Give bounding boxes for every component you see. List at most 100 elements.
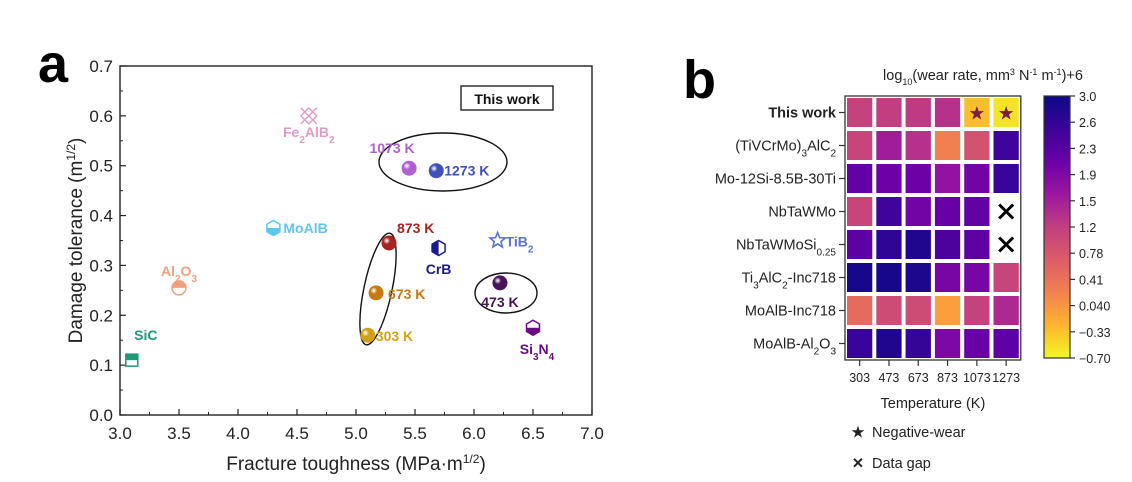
row-label: (TiVCrMo)3AlC2 (735, 139, 836, 160)
panel-label-a: a (38, 34, 69, 94)
colorbar (1043, 95, 1071, 359)
point-label: Al2O3 (161, 263, 197, 285)
heatmap-cell (905, 98, 931, 127)
colorbar-tick-label: 1.5 (1079, 195, 1096, 209)
row-label: Ti3AlC2-Inc718 (742, 271, 836, 292)
point-label: 673 K (388, 286, 425, 302)
row-label: MoAlB-Al2O3 (753, 337, 836, 358)
x-tick-label: 6.5 (521, 424, 545, 443)
x-axis-label: Fracture toughness (MPa·m1/2) (226, 452, 486, 475)
point-label: SiC (134, 327, 157, 343)
y-tick-label: 0.1 (89, 356, 113, 375)
heatmap-cell (847, 329, 873, 358)
this-work-legend-box (460, 85, 554, 111)
x-tick-label: 5.0 (344, 424, 368, 443)
heatmap-cell (847, 263, 873, 292)
y-tick-label: 0.5 (89, 157, 113, 176)
circle-marker-fill (172, 280, 186, 288)
data-point-1073-k: 1073 K (370, 140, 417, 176)
y-axis-label: Damage tolerance (m1/2) (64, 138, 87, 344)
column-label: 873 (937, 371, 958, 385)
heatmap-cell (934, 164, 961, 193)
heatmap-cell (964, 263, 990, 292)
column-label: 473 (879, 371, 900, 385)
data-point-al2o3: Al2O3 (161, 263, 197, 296)
group-ellipse-473k (474, 272, 538, 314)
row-label: NbTaWMo (768, 205, 836, 221)
sphere-marker (492, 275, 508, 291)
heatmap-cell (993, 263, 1019, 292)
row-label: NbTaWMoSi0.25 (736, 238, 836, 259)
heatmap-cell (847, 296, 873, 325)
heatmap-cell (905, 164, 931, 193)
heatmap-x-axis-label: Temperature (K) (881, 396, 986, 412)
heatmap-cell (847, 131, 873, 160)
heatmap-cell (847, 98, 873, 127)
this-work-legend-text: This work (474, 91, 540, 107)
heatmap-cell (847, 230, 873, 259)
colorbar-tick-label: 0.78 (1079, 247, 1103, 261)
colorbar-tick-label: 3.0 (1079, 90, 1096, 104)
data-point-tib2: TiB2 (487, 230, 534, 256)
data-point-moalb: MoAlB (266, 219, 328, 237)
y-tick-label: 0.0 (89, 406, 113, 425)
colorbar-title: log10(wear rate, mm3 N-1 m-1)+6 (883, 67, 1083, 87)
negative-wear-star-icon (999, 106, 1014, 120)
legend-label: Negative-wear (872, 425, 966, 441)
heatmap-cell (964, 164, 990, 193)
heatmap-cell (876, 131, 902, 160)
column-label: 1273 (992, 371, 1020, 385)
colorbar-tick-label: −0.70 (1079, 352, 1111, 366)
data-point-873-k: 873 K (381, 220, 434, 251)
point-label: Fe2AlB2 (283, 124, 335, 146)
heatmap-cell (934, 197, 961, 226)
data-point-crb: CrB (426, 239, 451, 277)
heatmap-cell (905, 296, 931, 325)
data-point-303-k: 303 K (360, 327, 413, 344)
data-gap-x-icon (998, 236, 1015, 253)
point-label: 1273 K (444, 163, 489, 179)
heatmap-cell (905, 197, 931, 226)
panel-label-b: b (683, 50, 716, 110)
colorbar-tick-label: 0.41 (1079, 273, 1103, 287)
heatmap-cell (905, 131, 931, 160)
colorbar-tick-label: −0.33 (1079, 326, 1111, 340)
heatmap-cell (993, 164, 1019, 193)
x-tick-label: 4.0 (226, 424, 250, 443)
colorbar-tick-label: 0.040 (1079, 300, 1110, 314)
hexagon-marker-fill (266, 228, 280, 236)
x-tick-label: 3.0 (108, 424, 132, 443)
point-label: Si3N4 (520, 341, 555, 363)
group-ellipse-mid-temp (359, 232, 397, 346)
column-label: 303 (849, 371, 870, 385)
sphere-marker (368, 285, 384, 301)
data-gap-x-icon (998, 203, 1015, 220)
heatmap-cell (964, 329, 990, 358)
group-ellipse-high-temp (378, 132, 508, 192)
heatmap-cell (876, 164, 902, 193)
heatmap-cell (993, 296, 1019, 325)
heatmap-cell (905, 263, 931, 292)
heatmap-cell (876, 197, 902, 226)
y-tick-label: 0.3 (89, 256, 113, 275)
heatmap-cell (876, 263, 902, 292)
x-tick-label: 3.5 (167, 424, 191, 443)
heatmap-panel-b: b log10(wear rate, mm3 N-1 m-1)+6 This wor… (683, 50, 1111, 472)
data-gap-legend-icon: ✕ (852, 456, 864, 472)
data-point-673-k: 673 K (368, 285, 425, 302)
column-label: 1073 (963, 371, 991, 385)
data-point-si3n4: Si3N4 (520, 319, 555, 363)
point-label: TiB2 (506, 234, 534, 256)
x-tick-label: 6.0 (462, 424, 486, 443)
heatmap-cell (934, 131, 961, 160)
heatmap-cell (905, 230, 931, 259)
hexagon-marker-fill (526, 327, 540, 336)
heatmap-cell (876, 296, 902, 325)
heatmap-cell (876, 98, 902, 127)
point-label: 473 K (481, 294, 518, 310)
y-tick-label: 0.7 (89, 57, 113, 76)
colorbar-tick-label: 2.3 (1079, 142, 1096, 156)
x-tick-label: 4.5 (285, 424, 309, 443)
scatter-panel-a: a 3.0 3.5 4.0 4.5 5.0 5.5 6.0 6.5 7.0 0.0 0.1 0.2 0.3… (38, 34, 604, 475)
